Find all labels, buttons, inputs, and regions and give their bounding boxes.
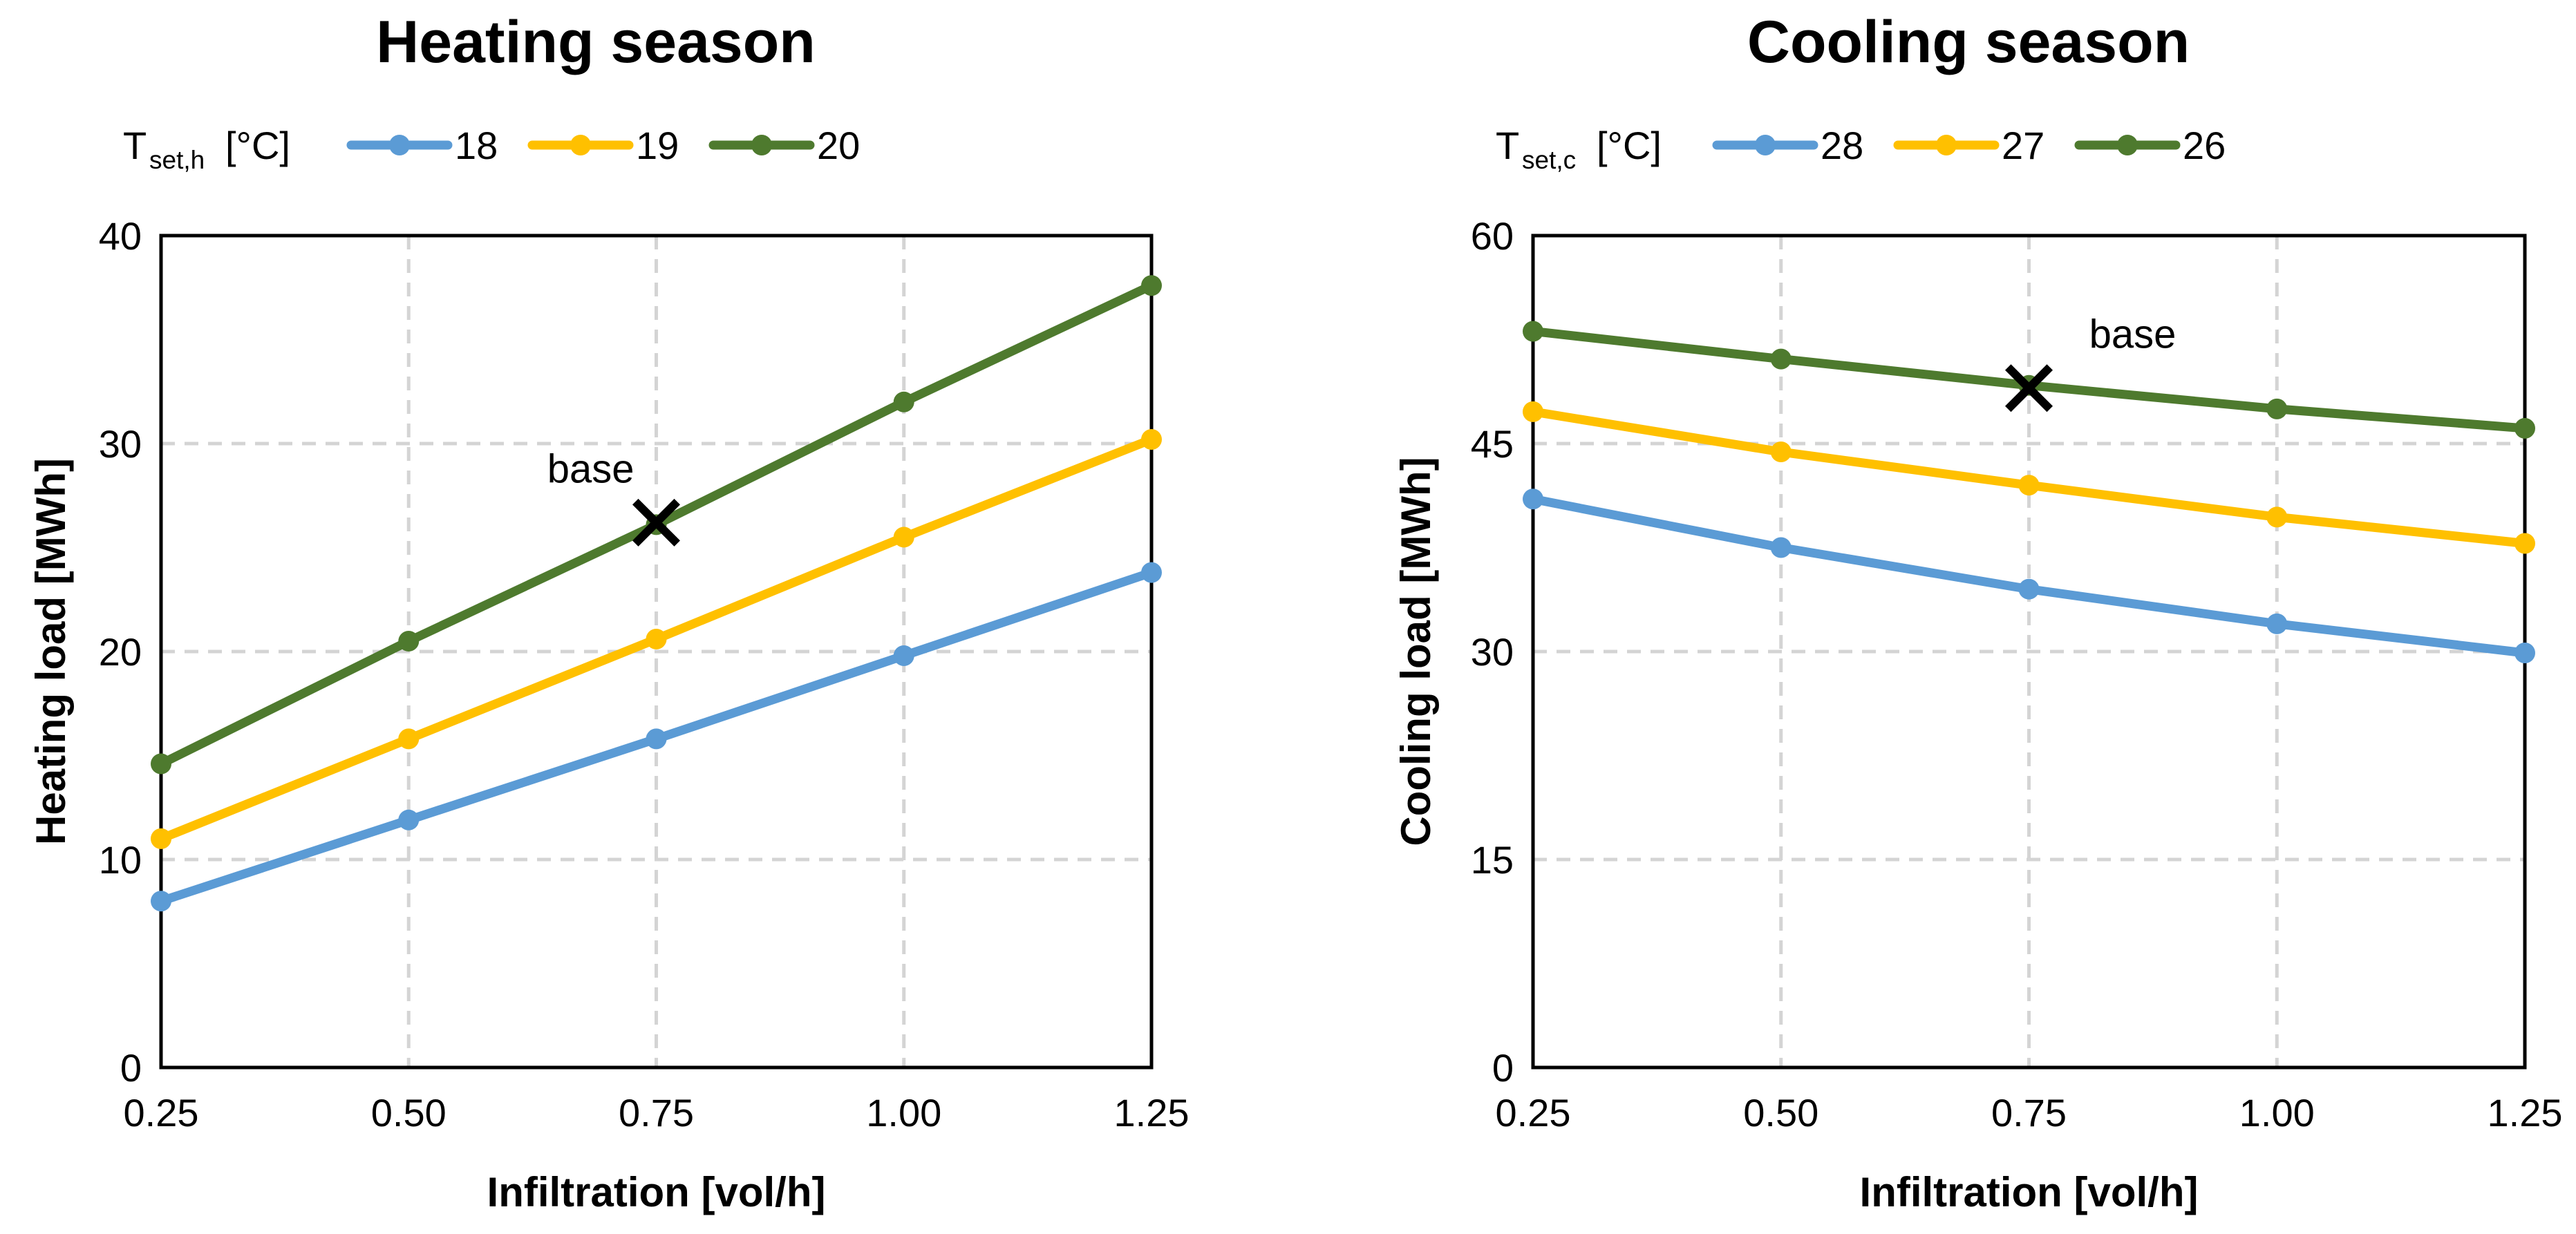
data-point-20 (398, 630, 420, 652)
y-tick-label: 45 (1471, 422, 1514, 466)
y-tick-label: 0 (120, 1046, 142, 1090)
x-tick-label: 0.25 (1496, 1091, 1571, 1135)
chart-panel-cooling: Cooling season 0 15 30 45 60 0.25 0.50 0.75 1.00 1… (1393, 9, 2563, 1215)
data-point-27 (2266, 506, 2288, 528)
x-tick-label: 1.25 (2488, 1091, 2563, 1135)
x-tick-label: 1.00 (866, 1091, 941, 1135)
y-tick-label: 20 (99, 630, 142, 674)
data-point-28 (2266, 613, 2288, 634)
data-point-19 (398, 728, 420, 750)
base-marker (2005, 364, 2053, 412)
data-point-27 (1523, 401, 1543, 422)
data-point-28 (1523, 488, 1543, 510)
data-point-28 (2514, 643, 2535, 664)
data-point-26 (2266, 398, 2288, 419)
y-tick-label: 15 (1471, 838, 1514, 882)
legend-title-sub: set,c (1522, 146, 1576, 174)
data-point-26 (2514, 417, 2535, 439)
x-tick-label: 1.00 (2239, 1091, 2315, 1135)
data-point-27 (2514, 533, 2535, 554)
data-point-26 (1523, 321, 1543, 342)
annotation-label: base (2089, 312, 2177, 357)
data-point-19 (893, 526, 914, 548)
data-point-18 (893, 645, 914, 667)
data-point-26 (1770, 348, 1792, 370)
data-point-19 (646, 628, 667, 649)
legend-swatch-marker-26 (2117, 135, 2138, 155)
data-point-18 (398, 809, 420, 830)
x-tick-label: 0.25 (124, 1091, 199, 1135)
x-tick-label: 0.75 (619, 1091, 694, 1135)
x-tick-label: 1.25 (1114, 1091, 1190, 1135)
legend-title-sub: set,h (149, 146, 205, 174)
chart-panel-heating: Heating season 0 10 20 30 40 0.25 0.50 0.75 1.00 1… (28, 9, 1190, 1215)
x-axis-label: Infiltration [vol/h] (487, 1169, 826, 1215)
x-tick-label: 0.50 (371, 1091, 446, 1135)
legend-swatch-marker-20 (751, 135, 772, 155)
y-tick-label: 40 (99, 214, 142, 258)
data-point-20 (893, 391, 914, 412)
y-axis-label: Cooling load [MWh] (1393, 457, 1439, 846)
legend-entry-20: 20 (817, 124, 860, 167)
legend-swatch-marker-27 (1936, 135, 1957, 155)
y-tick-label: 60 (1471, 214, 1514, 258)
legend-entry-19: 19 (636, 124, 679, 167)
data-point-20 (151, 753, 171, 775)
legend-entry-28: 28 (1821, 124, 1863, 167)
data-point-27 (2018, 475, 2040, 496)
legend-title-main: T (1496, 124, 1519, 167)
data-point-28 (1770, 537, 1792, 558)
y-tick-label: 30 (99, 422, 142, 466)
data-point-18 (151, 891, 171, 912)
legend-swatch-marker-18 (389, 135, 410, 155)
data-point-19 (1141, 428, 1162, 450)
x-tick-label: 0.75 (1991, 1091, 2067, 1135)
legend-entry-27: 27 (2002, 124, 2044, 167)
cross-marker-stroke (632, 498, 680, 547)
base-marker (632, 498, 680, 547)
data-point-18 (1141, 562, 1162, 583)
data-point-27 (1770, 442, 1792, 463)
legend-title-main: T (123, 124, 147, 167)
y-axis-label: Heating load [MWh] (28, 458, 74, 845)
data-point-28 (2018, 578, 2040, 600)
legend-swatch-marker-19 (570, 135, 591, 155)
x-tick-label: 0.50 (1743, 1091, 1818, 1135)
data-point-19 (151, 828, 171, 849)
x-axis-label: Infiltration [vol/h] (1860, 1169, 2199, 1215)
chart-title: Cooling season (1747, 9, 2190, 75)
legend-swatch-marker-28 (1755, 135, 1776, 155)
y-tick-label: 0 (1492, 1046, 1514, 1090)
legend-entry-26: 26 (2183, 124, 2226, 167)
chart-title: Heating season (376, 9, 816, 75)
cross-marker-stroke (2005, 364, 2053, 412)
plot-area-frame (159, 234, 1154, 1070)
legend-title-unit: [°C] (1597, 124, 1662, 167)
y-tick-label: 30 (1471, 630, 1514, 674)
annotation-label: base (547, 446, 634, 491)
y-tick-label: 10 (99, 838, 142, 882)
data-point-20 (1141, 275, 1162, 296)
data-point-18 (646, 728, 667, 750)
legend-title-unit: [°C] (225, 124, 290, 167)
legend-entry-18: 18 (455, 124, 498, 167)
